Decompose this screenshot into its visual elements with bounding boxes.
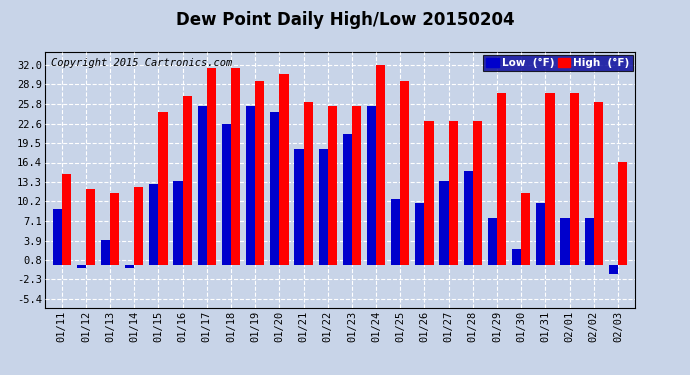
Bar (569, 93, 579, 265)
Bar (448, 121, 458, 265)
Bar (424, 121, 433, 265)
Bar (415, 202, 424, 265)
Bar (584, 218, 593, 265)
Bar (295, 149, 304, 265)
Bar (149, 184, 159, 265)
Bar (207, 68, 216, 265)
Bar (473, 121, 482, 265)
Bar (488, 218, 497, 265)
Bar (110, 193, 119, 265)
Bar (173, 181, 183, 265)
Bar (328, 106, 337, 265)
Bar (593, 102, 603, 265)
Bar (86, 189, 95, 265)
Bar (231, 68, 240, 265)
Bar (376, 65, 385, 265)
Bar (521, 193, 531, 265)
Bar (125, 265, 135, 268)
Bar (440, 181, 449, 265)
Legend: Low  (°F), High  (°F): Low (°F), High (°F) (483, 55, 633, 71)
Bar (197, 106, 207, 265)
Bar (246, 106, 255, 265)
Bar (400, 81, 409, 265)
Bar (343, 134, 352, 265)
Bar (77, 265, 86, 268)
Bar (391, 200, 400, 265)
Bar (352, 106, 361, 265)
Bar (221, 124, 231, 265)
Bar (135, 187, 144, 265)
Bar (464, 171, 473, 265)
Bar (255, 81, 264, 265)
Bar (512, 249, 521, 265)
Bar (618, 162, 627, 265)
Bar (304, 102, 313, 265)
Bar (279, 74, 288, 265)
Text: Dew Point Daily High/Low 20150204: Dew Point Daily High/Low 20150204 (176, 11, 514, 29)
Bar (497, 93, 506, 265)
Bar (536, 202, 545, 265)
Bar (159, 112, 168, 265)
Bar (367, 106, 376, 265)
Bar (319, 149, 328, 265)
Bar (270, 112, 279, 265)
Bar (609, 265, 618, 274)
Bar (545, 93, 555, 265)
Bar (52, 209, 62, 265)
Bar (183, 96, 192, 265)
Bar (62, 174, 71, 265)
Bar (560, 218, 569, 265)
Bar (101, 240, 110, 265)
Text: Copyright 2015 Cartronics.com: Copyright 2015 Cartronics.com (51, 58, 232, 68)
